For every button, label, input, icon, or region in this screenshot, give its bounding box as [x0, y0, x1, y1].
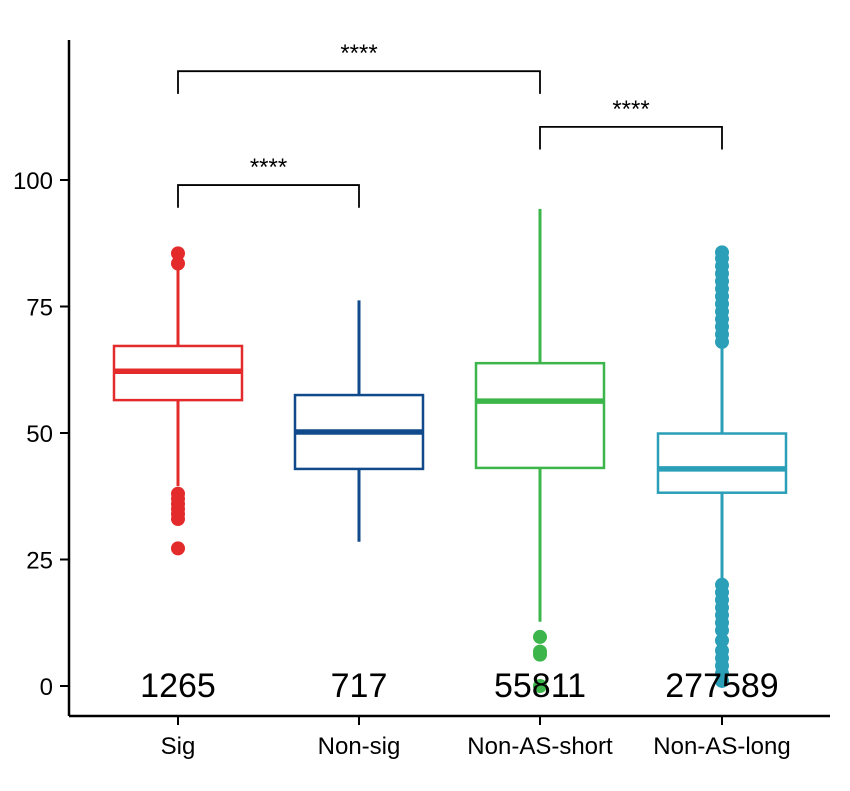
box-non-as-long	[656, 245, 788, 688]
bracket-non-as-short-non-as-long: ****	[539, 96, 723, 150]
x-tick-label: Sig	[161, 733, 196, 760]
significance-label: ****	[612, 96, 649, 123]
box-series	[112, 208, 788, 693]
y-tick-label: 0	[40, 674, 53, 701]
outlier-point	[171, 246, 185, 261]
x-tick-label: Non-AS-short	[467, 733, 613, 760]
box-non-as-short	[474, 208, 606, 693]
outlier-point	[715, 643, 729, 658]
y-tick-label: 50	[26, 421, 53, 448]
sample-count-label: 717	[331, 667, 388, 705]
outlier-point	[533, 629, 547, 644]
outlier-point	[533, 679, 547, 693]
sample-count-label: 277589	[665, 667, 778, 705]
significance-label: ****	[250, 154, 287, 181]
y-tick-label: 100	[13, 168, 53, 195]
bracket-line	[539, 125, 723, 150]
y-tick-label: 75	[26, 295, 53, 322]
outlier-point	[171, 256, 185, 271]
box-sig	[112, 246, 244, 556]
outlier-point	[715, 633, 729, 648]
x-tick-label: Non-AS-long	[653, 733, 790, 760]
sample-count-label: 1265	[140, 667, 216, 705]
box-iqr	[474, 361, 606, 470]
outlier-point	[171, 486, 185, 501]
bracket-sig-non-sig: ****	[177, 154, 360, 208]
significance-label: ****	[340, 40, 377, 67]
bracket-line	[177, 70, 541, 94]
box-non-sig	[293, 300, 425, 542]
sample-count-label: 55811	[494, 667, 586, 705]
bracket-sig-non-as-short: ****	[177, 40, 541, 94]
box-iqr	[656, 432, 788, 494]
outlier-point	[171, 541, 185, 556]
axes: 0 25 50 75 100 Sig Non-sig Non-AS-short Non-AS-l…	[13, 40, 830, 760]
significance-brackets: **** **** ****	[177, 40, 723, 208]
outlier-point	[715, 577, 729, 592]
outlier-point	[533, 644, 547, 659]
y-tick-label: 25	[26, 548, 53, 575]
sample-count-labels: 1265 717 55811 277589	[140, 667, 779, 705]
bracket-line	[177, 184, 360, 208]
outlier-point	[715, 245, 729, 260]
x-tick-label: Non-sig	[318, 733, 401, 760]
